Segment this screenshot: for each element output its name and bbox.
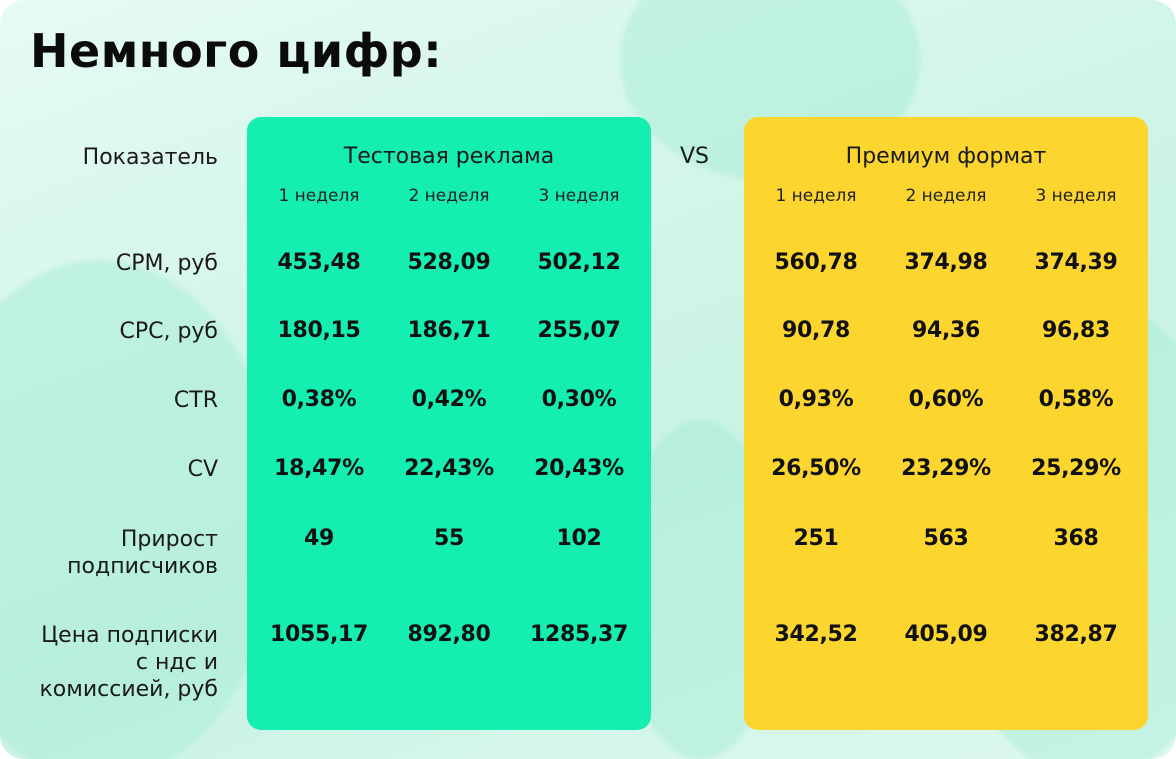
row-label-cv: CV xyxy=(187,457,218,482)
row-label-line: подписчиков xyxy=(67,554,218,579)
row-label-line: с ндс и xyxy=(135,650,218,675)
table-cell: 1055,17 xyxy=(269,622,369,647)
table-cell: 94,36 xyxy=(911,318,981,343)
week-header: 1 неделя xyxy=(278,186,360,206)
table-cell: 342,52 xyxy=(774,622,858,647)
table-cell: 90,78 xyxy=(781,318,851,343)
table-cell: 186,71 xyxy=(407,318,491,343)
table-cell: 180,15 xyxy=(277,318,361,343)
vs-label: VS xyxy=(680,144,710,169)
table-cell: 25,29% xyxy=(1031,456,1121,481)
row-label-cpc: CPC, руб xyxy=(119,319,218,344)
row-label-subscription-price: Цена подписки с ндс и комиссией, руб xyxy=(0,622,218,703)
row-label-line: Цена подписки xyxy=(41,623,218,648)
table-cell: 49 xyxy=(303,526,334,551)
table-cell: 0,38% xyxy=(281,387,357,412)
table-cell: 0,93% xyxy=(778,387,854,412)
table-cell: 563 xyxy=(923,526,969,551)
table-cell: 453,48 xyxy=(277,250,361,275)
table-cell: 23,29% xyxy=(901,456,991,481)
table-cell: 374,98 xyxy=(904,250,988,275)
table-cell: 560,78 xyxy=(774,250,858,275)
table-cell: 18,47% xyxy=(274,456,364,481)
table-cell: 0,30% xyxy=(541,387,617,412)
table-cell: 892,80 xyxy=(407,622,491,647)
table-cell: 22,43% xyxy=(404,456,494,481)
week-header: 2 неделя xyxy=(905,186,987,206)
table-cell: 0,60% xyxy=(908,387,984,412)
row-label-line: комиссией, руб xyxy=(39,677,218,702)
week-header: 1 неделя xyxy=(775,186,857,206)
table-cell: 0,58% xyxy=(1038,387,1114,412)
table-cell: 1285,37 xyxy=(529,622,629,647)
premium-format-panel xyxy=(744,117,1148,730)
row-label-ctr: CTR xyxy=(173,388,218,413)
row-label-cpm: CPM, руб xyxy=(115,251,218,276)
week-header: 2 неделя xyxy=(408,186,490,206)
table-cell: 26,50% xyxy=(771,456,861,481)
table-cell: 20,43% xyxy=(534,456,624,481)
table-cell: 502,12 xyxy=(537,250,621,275)
table-cell: 96,83 xyxy=(1041,318,1111,343)
group-title-premium: Премиум формат xyxy=(845,144,1047,169)
table-cell: 0,42% xyxy=(411,387,487,412)
table-cell: 405,09 xyxy=(904,622,988,647)
test-ads-panel xyxy=(247,117,651,730)
table-cell: 368 xyxy=(1053,526,1099,551)
table-cell: 255,07 xyxy=(537,318,621,343)
table-cell: 102 xyxy=(556,526,602,551)
table-cell: 528,09 xyxy=(407,250,491,275)
indicator-header: Показатель xyxy=(82,145,218,170)
table-cell: 382,87 xyxy=(1034,622,1118,647)
row-label-line: Прирост xyxy=(120,527,218,552)
table-cell: 374,39 xyxy=(1034,250,1118,275)
table-cell: 55 xyxy=(433,526,464,551)
page-title: Немного цифр: xyxy=(30,24,443,78)
table-cell: 251 xyxy=(793,526,839,551)
week-header: 3 неделя xyxy=(538,186,620,206)
row-label-subscriber-growth: Прирост подписчиков xyxy=(0,526,218,580)
week-header: 3 неделя xyxy=(1035,186,1117,206)
group-title-test: Тестовая реклама xyxy=(343,144,555,169)
